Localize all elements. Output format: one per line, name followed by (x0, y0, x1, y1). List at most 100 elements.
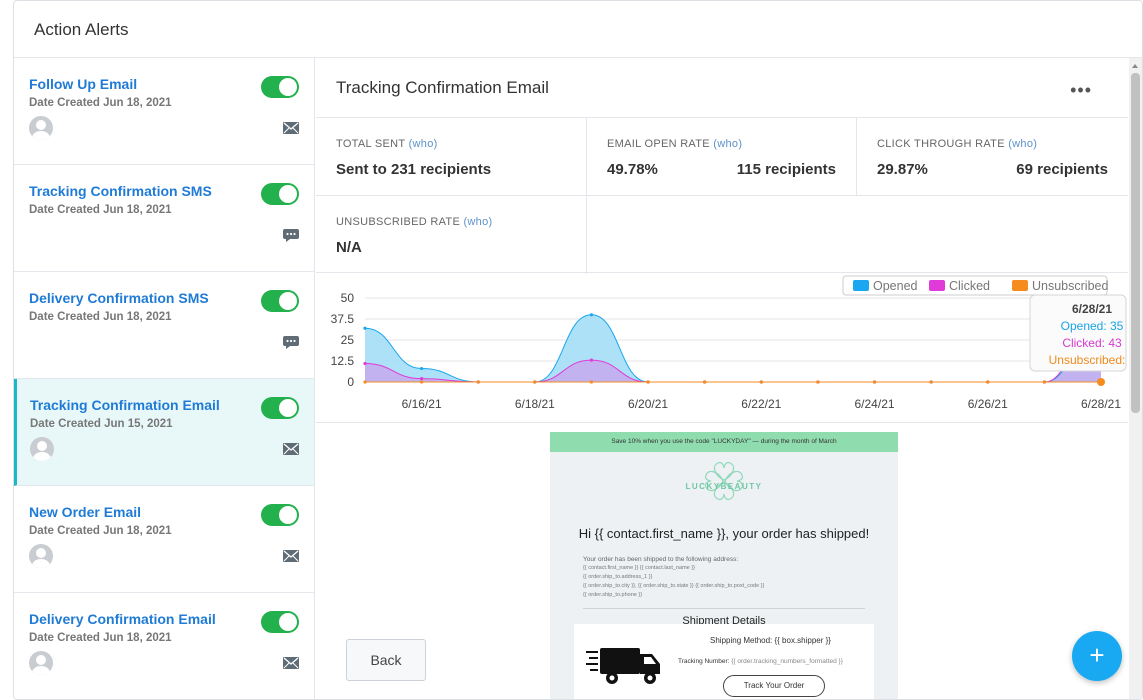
email-greeting: Hi {{ contact.first_name }}, your order … (578, 526, 870, 541)
series-line-opened (364, 314, 1102, 383)
chart-tooltip (1029, 294, 1127, 372)
alert-date: Date Created Jun 18, 2021 (29, 97, 172, 109)
enabled-toggle[interactable] (261, 504, 299, 526)
alert-date: Date Created Jun 18, 2021 (29, 525, 172, 537)
stat-value: 49.78% (607, 161, 658, 178)
stat-label: CLICK THROUGH RATE (who) (877, 138, 1108, 150)
address-line: {{ order.ship_to.address_1 }} (583, 574, 653, 580)
data-point-opened (589, 313, 594, 317)
stat-recipients: 69 recipients (1016, 161, 1108, 178)
alert-card-tracking-confirmation-email[interactable]: Tracking Confirmation Email Date Created… (14, 379, 314, 486)
stat-value: 29.87% (877, 161, 928, 178)
enabled-toggle[interactable] (261, 397, 299, 419)
divider (583, 608, 865, 609)
enabled-toggle[interactable] (261, 611, 299, 633)
avatar (29, 651, 53, 675)
clover-logo-icon (704, 461, 744, 501)
enabled-toggle[interactable] (261, 183, 299, 205)
delivery-truck-icon (586, 648, 660, 684)
legend-label-clicked: Clicked (949, 279, 990, 293)
stat-values: 49.78% 115 recipients (607, 161, 836, 178)
scroll-thumb[interactable] (1131, 73, 1140, 413)
detail-title: Tracking Confirmation Email (336, 78, 549, 97)
back-button[interactable]: Back (346, 639, 426, 681)
engagement-chart: 50 37.5 25 12.5 0 6/16/21 6/18/21 6/20/21 6/22/2… (316, 273, 1128, 423)
stat-value: Sent to 231 recipients (336, 161, 492, 178)
stat-label-text: EMAIL OPEN RATE (607, 138, 710, 150)
alert-title[interactable]: Delivery Confirmation SMS (29, 290, 209, 306)
legend-label-unsubscribed: Unsubscribed (1032, 279, 1108, 293)
stat-value: N/A (336, 239, 362, 256)
data-point-unsubscribed (1042, 380, 1046, 384)
tracking-number: Tracking Number: {{ order.tracking_numbe… (678, 658, 843, 665)
stat-label-text: CLICK THROUGH RATE (877, 138, 1005, 150)
stat-label: TOTAL SENT (who) (336, 138, 566, 150)
data-point-unsubscribed (476, 380, 480, 384)
x-tick-label: 6/22/21 (741, 397, 781, 411)
address-line: {{ contact.first_name }} {{ contact.last… (583, 565, 695, 571)
alert-title[interactable]: Follow Up Email (29, 76, 138, 92)
who-link[interactable]: (who) (408, 138, 438, 150)
envelope-icon (283, 657, 299, 669)
alert-date: Date Created Jun 15, 2021 (30, 418, 173, 430)
legend-swatch-clicked (929, 280, 945, 291)
address-line: {{ order.ship_to.phone }} (583, 592, 643, 598)
y-tick-label: 37.5 (331, 312, 355, 326)
x-tick-label: 6/24/21 (855, 397, 895, 411)
alert-date: Date Created Jun 18, 2021 (29, 204, 172, 216)
data-point-clicked (589, 358, 594, 362)
scroll-up-arrow-icon[interactable] (1132, 64, 1138, 68)
data-point-unsubscribed (420, 380, 424, 384)
action-alerts-panel: Action Alerts Follow Up Email Date Creat… (13, 0, 1143, 700)
stat-unsubscribed-rate: UNSUBSCRIBED RATE (who) N/A (316, 196, 587, 274)
alert-card-delivery-confirmation-sms[interactable]: Delivery Confirmation SMS Date Created J… (14, 272, 314, 379)
alert-title[interactable]: Tracking Confirmation Email (30, 397, 220, 413)
chat-icon (283, 229, 299, 242)
data-point-unsubscribed (363, 380, 367, 384)
stat-label-text: UNSUBSCRIBED RATE (336, 216, 461, 228)
more-dots-icon[interactable]: ••• (1070, 80, 1092, 100)
alert-title[interactable]: Tracking Confirmation SMS (29, 183, 212, 199)
add-alert-button[interactable]: + (1072, 631, 1122, 681)
alert-card-delivery-confirmation-email[interactable]: Delivery Confirmation Email Date Created… (14, 593, 314, 699)
x-tick-label: 6/20/21 (628, 397, 668, 411)
stats-grid: TOTAL SENT (who) Sent to 231 recipients … (316, 118, 1128, 274)
track-order-button[interactable]: Track Your Order (723, 675, 825, 697)
detail-header: Tracking Confirmation Email ••• (316, 58, 1128, 118)
enabled-toggle[interactable] (261, 290, 299, 312)
alert-title[interactable]: New Order Email (29, 504, 142, 520)
alert-card-tracking-confirmation-sms[interactable]: Tracking Confirmation SMS Date Created J… (14, 165, 314, 272)
brand-logo: LUCKYBEAUTY (550, 458, 898, 518)
alert-card-new-order-email[interactable]: New Order Email Date Created Jun 18, 202… (14, 486, 314, 593)
tooltip-opened: Opened: 35 (1061, 319, 1124, 333)
data-point-unsubscribed (872, 380, 877, 384)
who-link[interactable]: (who) (1008, 138, 1038, 150)
data-point-unsubscribed (929, 380, 933, 384)
x-tick-label: 6/16/21 (402, 397, 442, 411)
avatar (29, 544, 53, 568)
y-tick-label: 0 (347, 375, 354, 389)
vertical-scrollbar[interactable] (1129, 58, 1142, 699)
data-point-unsubscribed (646, 380, 650, 384)
who-link[interactable]: (who) (463, 216, 493, 228)
enabled-toggle[interactable] (261, 76, 299, 98)
alert-title[interactable]: Delivery Confirmation Email (29, 611, 216, 627)
alert-date: Date Created Jun 18, 2021 (29, 632, 172, 644)
alert-card-follow-up-email[interactable]: Follow Up Email Date Created Jun 18, 202… (14, 58, 314, 165)
stat-email-open-rate: EMAIL OPEN RATE (who) 49.78% 115 recipie… (587, 118, 857, 196)
y-tick-label: 25 (341, 333, 355, 347)
series-area-clicked (365, 309, 1101, 382)
shipping-address: Your order has been shipped to the follo… (583, 555, 865, 600)
y-tick-label: 50 (341, 291, 355, 305)
x-tick-label: 6/18/21 (515, 397, 555, 411)
stat-values: 29.87% 69 recipients (877, 161, 1108, 178)
who-link[interactable]: (who) (713, 138, 743, 150)
address-line: {{ order.ship_to.city }}, {{ order.ship_… (583, 583, 765, 589)
tooltip-clicked: Clicked: 43 (1062, 336, 1122, 350)
stat-label: UNSUBSCRIBED RATE (who) (336, 216, 566, 228)
y-tick-label: 12.5 (331, 354, 355, 368)
x-tick-label: 6/28/21 (1081, 397, 1121, 411)
legend-swatch-unsubscribed (1012, 280, 1028, 291)
data-point-unsubscribed (533, 380, 537, 384)
data-point-unsubscribed (816, 380, 820, 384)
